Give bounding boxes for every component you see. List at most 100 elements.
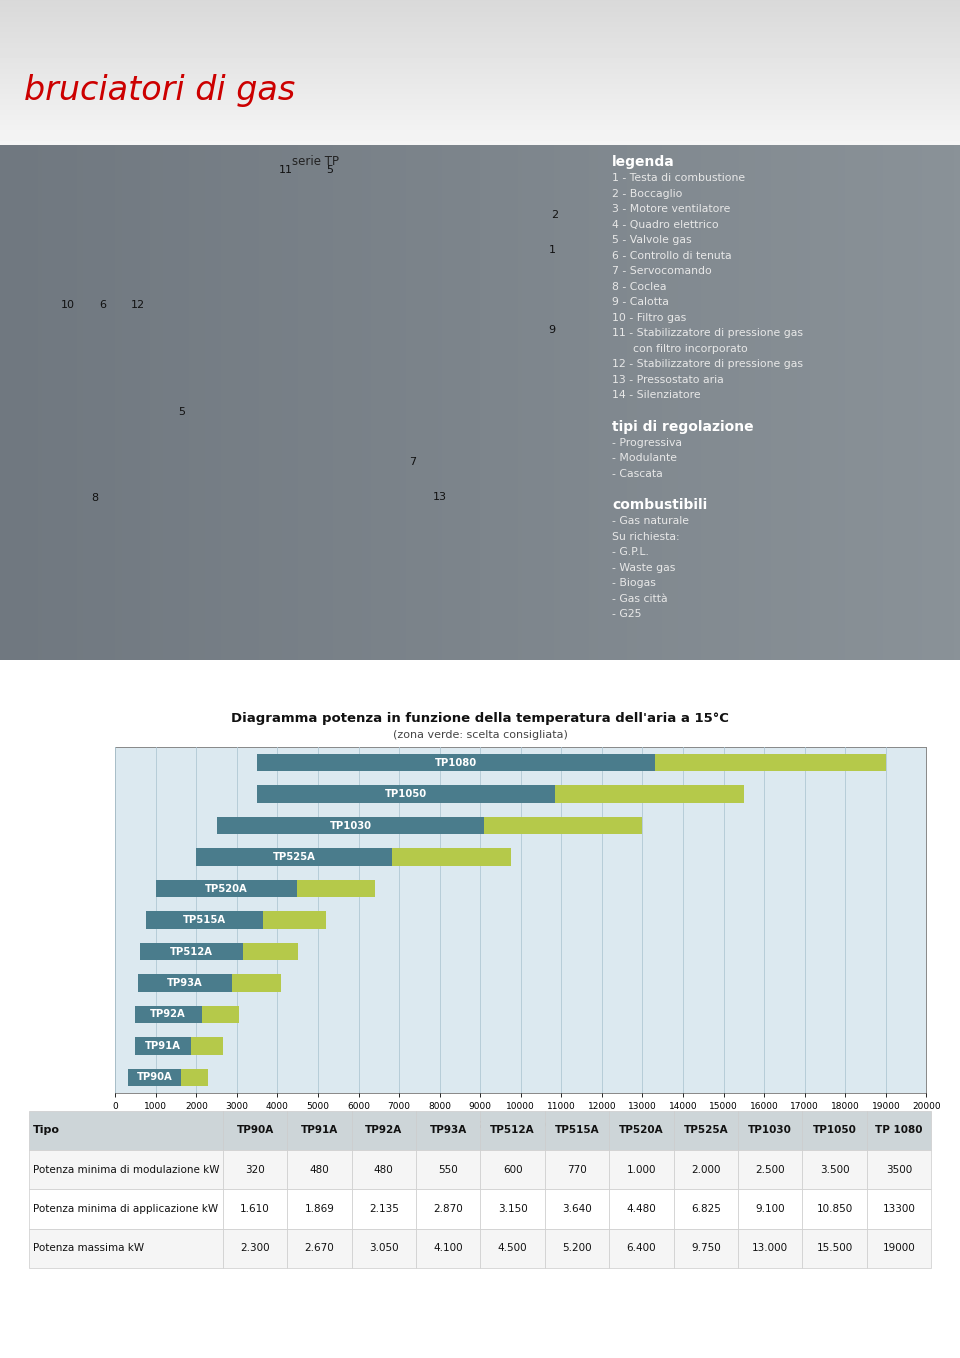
Text: 11 - Stabilizzatore di pressione gas: 11 - Stabilizzatore di pressione gas: [612, 329, 803, 338]
Bar: [351, 1190, 416, 1229]
Text: 13: 13: [433, 492, 447, 502]
Bar: [29, 1229, 223, 1268]
Text: 12: 12: [131, 300, 145, 310]
Text: combustibili: combustibili: [612, 498, 708, 512]
Bar: [674, 1229, 738, 1268]
Bar: [129, 1069, 180, 1086]
Bar: [867, 1150, 931, 1190]
Text: TP1080: TP1080: [435, 758, 477, 767]
Bar: [287, 1190, 351, 1229]
Bar: [610, 1229, 674, 1268]
Text: 10.850: 10.850: [816, 1205, 852, 1214]
Bar: [223, 1111, 287, 1150]
Bar: [287, 1229, 351, 1268]
Bar: [351, 1111, 416, 1150]
Text: 19000: 19000: [882, 1243, 916, 1253]
Bar: [297, 880, 374, 898]
Bar: [137, 974, 231, 991]
Text: - G.P.L.: - G.P.L.: [612, 547, 649, 557]
Text: - Gas naturale: - Gas naturale: [612, 516, 689, 526]
Text: TP1050: TP1050: [385, 789, 427, 799]
Bar: [257, 785, 555, 803]
Text: (zona verde: scelta consigliata): (zona verde: scelta consigliata): [393, 731, 567, 740]
Text: - Progressiva: - Progressiva: [612, 437, 682, 448]
Text: 480: 480: [374, 1165, 394, 1175]
Bar: [738, 1111, 803, 1150]
Bar: [738, 1190, 803, 1229]
Bar: [480, 1229, 545, 1268]
Text: - Biogas: - Biogas: [612, 579, 656, 588]
Text: tipi di regolazione: tipi di regolazione: [612, 420, 754, 433]
Bar: [351, 1229, 416, 1268]
Text: TP92A: TP92A: [365, 1126, 402, 1135]
Text: 6.825: 6.825: [691, 1205, 721, 1214]
Text: 2: 2: [551, 210, 559, 220]
Bar: [392, 849, 511, 866]
Bar: [29, 1150, 223, 1190]
Bar: [480, 1111, 545, 1150]
Bar: [156, 880, 297, 898]
Bar: [351, 1150, 416, 1190]
Text: 550: 550: [439, 1165, 458, 1175]
Bar: [803, 1190, 867, 1229]
Text: 5.200: 5.200: [563, 1243, 591, 1253]
Text: 3500: 3500: [886, 1165, 912, 1175]
Bar: [191, 1038, 224, 1055]
Bar: [610, 1150, 674, 1190]
Text: 6 - Controllo di tenuta: 6 - Controllo di tenuta: [612, 251, 732, 261]
Bar: [416, 1190, 480, 1229]
Text: 320: 320: [245, 1165, 265, 1175]
Bar: [674, 1150, 738, 1190]
Text: 2.500: 2.500: [756, 1165, 785, 1175]
Text: 13 - Pressostato aria: 13 - Pressostato aria: [612, 375, 724, 384]
Bar: [867, 1229, 931, 1268]
Bar: [147, 911, 263, 929]
Text: 3 - Motore ventilatore: 3 - Motore ventilatore: [612, 204, 731, 215]
Text: 2.135: 2.135: [369, 1205, 398, 1214]
Text: 15.500: 15.500: [816, 1243, 852, 1253]
Text: Potenza massima kW: Potenza massima kW: [34, 1243, 144, 1253]
Text: - Cascata: - Cascata: [612, 469, 662, 478]
Text: TP520A: TP520A: [619, 1126, 663, 1135]
Text: con filtro incorporato: con filtro incorporato: [612, 344, 748, 353]
Text: 2.670: 2.670: [304, 1243, 334, 1253]
Text: - Modulante: - Modulante: [612, 454, 677, 463]
Text: 6.400: 6.400: [627, 1243, 657, 1253]
Text: 7: 7: [409, 458, 417, 467]
Bar: [223, 1190, 287, 1229]
Bar: [867, 1111, 931, 1150]
Bar: [416, 1229, 480, 1268]
Bar: [231, 974, 281, 991]
Bar: [803, 1150, 867, 1190]
Text: TP91A: TP91A: [300, 1126, 338, 1135]
Text: 600: 600: [503, 1165, 522, 1175]
Bar: [738, 1150, 803, 1190]
Bar: [180, 1069, 208, 1086]
Bar: [29, 1111, 223, 1150]
Text: TP525A: TP525A: [684, 1126, 728, 1135]
Bar: [287, 1111, 351, 1150]
Text: - Gas città: - Gas città: [612, 593, 667, 603]
Bar: [287, 1150, 351, 1190]
Text: 9: 9: [548, 325, 556, 335]
Text: 11: 11: [279, 166, 293, 175]
Text: TP1030: TP1030: [748, 1126, 792, 1135]
Text: 5 - Valvole gas: 5 - Valvole gas: [612, 235, 691, 246]
Text: 4 - Quadro elettrico: 4 - Quadro elettrico: [612, 220, 719, 230]
Text: 3.150: 3.150: [497, 1205, 527, 1214]
Text: 1.610: 1.610: [240, 1205, 270, 1214]
Text: 2.300: 2.300: [240, 1243, 270, 1253]
Text: 1.869: 1.869: [304, 1205, 334, 1214]
Text: 10: 10: [61, 300, 75, 310]
Bar: [867, 1190, 931, 1229]
Bar: [545, 1229, 610, 1268]
Text: TP525A: TP525A: [273, 851, 316, 862]
Text: 3.500: 3.500: [820, 1165, 850, 1175]
Text: 2 - Boccaglio: 2 - Boccaglio: [612, 189, 683, 198]
Bar: [202, 1006, 239, 1024]
Text: 7 - Servocomando: 7 - Servocomando: [612, 266, 711, 276]
Text: TP520A: TP520A: [204, 884, 248, 894]
Text: 4.100: 4.100: [433, 1243, 463, 1253]
Bar: [263, 911, 326, 929]
Text: TP90A: TP90A: [136, 1073, 172, 1082]
